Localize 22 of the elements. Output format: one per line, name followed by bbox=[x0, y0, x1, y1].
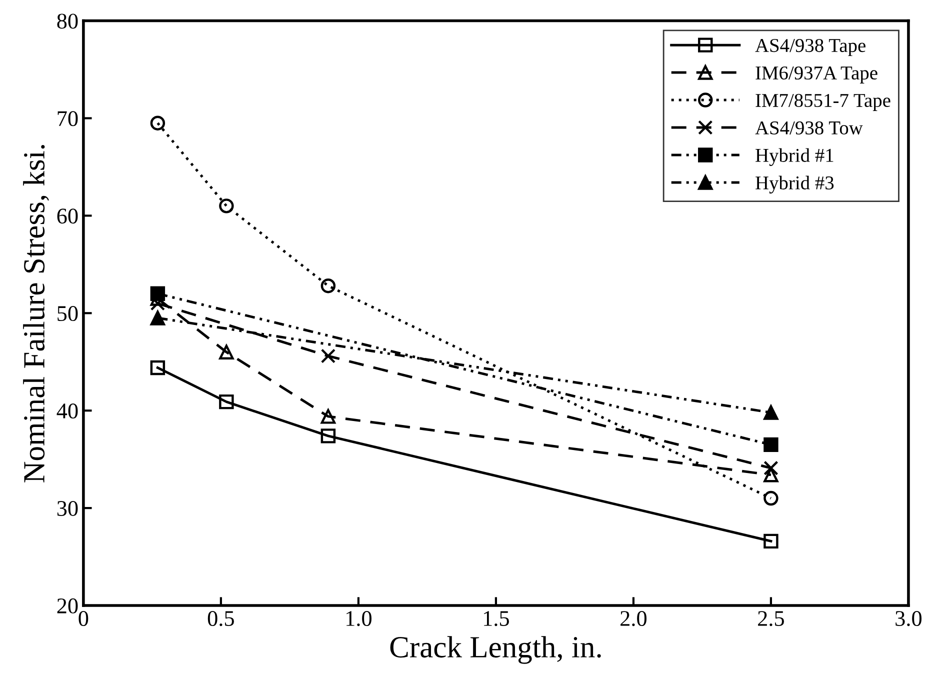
legend-label: AS4/938 Tow bbox=[755, 121, 863, 134]
x-tick-label: 2.0 bbox=[620, 611, 646, 626]
legend-label: Hybrid #3 bbox=[756, 176, 834, 194]
y-tick-label: 30 bbox=[57, 500, 78, 516]
legend-label: IM7/8551-7 Tape bbox=[756, 94, 890, 111]
legend-label: IM6/937A Tape bbox=[756, 66, 878, 84]
x-tick-label: 1.0 bbox=[346, 611, 372, 626]
legend-label: AS4/938 Tape bbox=[755, 38, 866, 56]
y-axis-title: Nominal Failure Stress, ksi. bbox=[23, 144, 49, 482]
x-tick-label: 1.5 bbox=[484, 611, 509, 626]
x-tick-label: 0.5 bbox=[208, 611, 234, 626]
y-tick-label: 20 bbox=[57, 598, 78, 614]
y-tick-label: 80 bbox=[57, 14, 78, 29]
x-tick-label: 3.0 bbox=[896, 611, 922, 626]
x-tick-label: 2.5 bbox=[758, 611, 784, 626]
y-tick-label: 40 bbox=[56, 404, 78, 419]
y-tick-label: 70 bbox=[58, 111, 78, 126]
legend-label: Hybrid #1 bbox=[756, 148, 834, 166]
y-tick-label: 50 bbox=[58, 306, 78, 322]
x-tick-label: 0 bbox=[78, 611, 88, 626]
y-tick-label: 60 bbox=[57, 208, 78, 224]
x-axis-title: Crack Length, in. bbox=[390, 636, 601, 664]
